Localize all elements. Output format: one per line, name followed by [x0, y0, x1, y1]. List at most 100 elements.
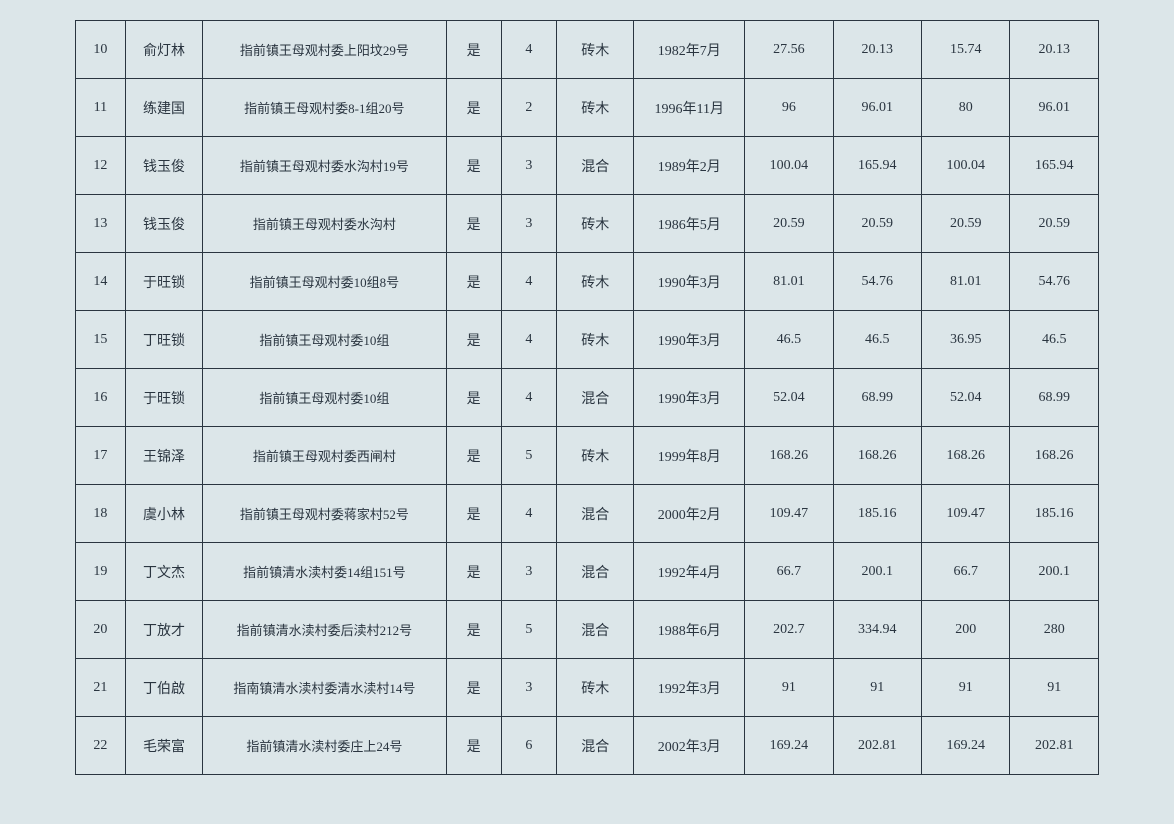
table-cell: 虞小林 — [125, 485, 202, 543]
table-cell: 4 — [501, 311, 556, 369]
table-cell: 6 — [501, 717, 556, 775]
table-cell: 81.01 — [922, 253, 1010, 311]
table-cell: 砖木 — [557, 253, 634, 311]
table-cell: 100.04 — [922, 137, 1010, 195]
table-cell: 14 — [76, 253, 126, 311]
table-cell: 指前镇王母观村委10组 — [203, 369, 446, 427]
table-cell: 1988年6月 — [634, 601, 745, 659]
table-row: 10俞灯林指前镇王母观村委上阳坟29号是4砖木1982年7月27.5620.13… — [76, 21, 1099, 79]
table-cell: 100.04 — [745, 137, 833, 195]
table-cell: 21 — [76, 659, 126, 717]
table-cell: 185.16 — [833, 485, 921, 543]
table-cell: 46.5 — [833, 311, 921, 369]
table-cell: 200.1 — [833, 543, 921, 601]
table-cell: 91 — [833, 659, 921, 717]
table-cell: 指前镇王母观村委水沟村19号 — [203, 137, 446, 195]
table-cell: 18 — [76, 485, 126, 543]
table-cell: 丁伯啟 — [125, 659, 202, 717]
table-cell: 1992年4月 — [634, 543, 745, 601]
table-cell: 1986年5月 — [634, 195, 745, 253]
table-cell: 52.04 — [745, 369, 833, 427]
table-cell: 54.76 — [1010, 253, 1099, 311]
table-cell: 17 — [76, 427, 126, 485]
table-cell: 165.94 — [1010, 137, 1099, 195]
table-cell: 混合 — [557, 601, 634, 659]
table-cell: 27.56 — [745, 21, 833, 79]
table-cell: 指前镇王母观村委蒋家村52号 — [203, 485, 446, 543]
table-cell: 丁旺锁 — [125, 311, 202, 369]
table-cell: 20.13 — [833, 21, 921, 79]
table-cell: 是 — [446, 485, 501, 543]
table-cell: 3 — [501, 137, 556, 195]
table-cell: 是 — [446, 427, 501, 485]
table-row: 19丁文杰指前镇清水渎村委14组151号是3混合1992年4月66.7200.1… — [76, 543, 1099, 601]
table-cell: 混合 — [557, 369, 634, 427]
table-cell: 20.59 — [745, 195, 833, 253]
table-cell: 1999年8月 — [634, 427, 745, 485]
table-cell: 66.7 — [922, 543, 1010, 601]
table-cell: 22 — [76, 717, 126, 775]
table-cell: 是 — [446, 195, 501, 253]
table-cell: 4 — [501, 21, 556, 79]
table-cell: 1989年2月 — [634, 137, 745, 195]
table-cell: 3 — [501, 543, 556, 601]
table-cell: 1990年3月 — [634, 311, 745, 369]
table-cell: 1990年3月 — [634, 369, 745, 427]
table-cell: 200.1 — [1010, 543, 1099, 601]
table-body: 10俞灯林指前镇王母观村委上阳坟29号是4砖木1982年7月27.5620.13… — [76, 21, 1099, 775]
table-cell: 砖木 — [557, 427, 634, 485]
table-cell: 11 — [76, 79, 126, 137]
table-cell: 是 — [446, 21, 501, 79]
table-cell: 混合 — [557, 543, 634, 601]
table-cell: 10 — [76, 21, 126, 79]
table-cell: 202.7 — [745, 601, 833, 659]
table-row: 17王锦泽指前镇王母观村委西闸村是5砖木1999年8月168.26168.261… — [76, 427, 1099, 485]
table-row: 11练建国指前镇王母观村委8-1组20号是2砖木1996年11月9696.018… — [76, 79, 1099, 137]
table-cell: 169.24 — [922, 717, 1010, 775]
table-cell: 334.94 — [833, 601, 921, 659]
table-cell: 13 — [76, 195, 126, 253]
table-cell: 是 — [446, 659, 501, 717]
table-cell: 280 — [1010, 601, 1099, 659]
table-cell: 2 — [501, 79, 556, 137]
table-cell: 12 — [76, 137, 126, 195]
table-cell: 96.01 — [833, 79, 921, 137]
table-cell: 20 — [76, 601, 126, 659]
table-cell: 丁文杰 — [125, 543, 202, 601]
table-cell: 68.99 — [833, 369, 921, 427]
table-cell: 于旺锁 — [125, 253, 202, 311]
table-cell: 202.81 — [833, 717, 921, 775]
table-cell: 46.5 — [1010, 311, 1099, 369]
table-cell: 是 — [446, 137, 501, 195]
table-cell: 15.74 — [922, 21, 1010, 79]
table-row: 15丁旺锁指前镇王母观村委10组是4砖木1990年3月46.546.536.95… — [76, 311, 1099, 369]
table-cell: 4 — [501, 253, 556, 311]
table-cell: 96.01 — [1010, 79, 1099, 137]
table-cell: 15 — [76, 311, 126, 369]
table-cell: 19 — [76, 543, 126, 601]
table-cell: 是 — [446, 253, 501, 311]
table-cell: 165.94 — [833, 137, 921, 195]
table-cell: 20.59 — [833, 195, 921, 253]
table-row: 18虞小林指前镇王母观村委蒋家村52号是4混合2000年2月109.47185.… — [76, 485, 1099, 543]
table-cell: 丁放才 — [125, 601, 202, 659]
table-cell: 16 — [76, 369, 126, 427]
table-cell: 20.59 — [922, 195, 1010, 253]
table-cell: 钱玉俊 — [125, 195, 202, 253]
table-cell: 52.04 — [922, 369, 1010, 427]
table-cell: 砖木 — [557, 195, 634, 253]
table-cell: 3 — [501, 195, 556, 253]
table-cell: 练建国 — [125, 79, 202, 137]
table-cell: 指前镇王母观村委西闸村 — [203, 427, 446, 485]
table-cell: 王锦泽 — [125, 427, 202, 485]
table-row: 12钱玉俊指前镇王母观村委水沟村19号是3混合1989年2月100.04165.… — [76, 137, 1099, 195]
table-row: 22毛荣富指前镇清水渎村委庄上24号是6混合2002年3月169.24202.8… — [76, 717, 1099, 775]
table-cell: 混合 — [557, 137, 634, 195]
table-row: 21丁伯啟指南镇清水渎村委清水渎村14号是3砖木1992年3月91919191 — [76, 659, 1099, 717]
table-cell: 指前镇王母观村委上阳坟29号 — [203, 21, 446, 79]
table-cell: 66.7 — [745, 543, 833, 601]
table-row: 14于旺锁指前镇王母观村委10组8号是4砖木1990年3月81.0154.768… — [76, 253, 1099, 311]
table-cell: 54.76 — [833, 253, 921, 311]
table-cell: 1982年7月 — [634, 21, 745, 79]
table-cell: 1992年3月 — [634, 659, 745, 717]
